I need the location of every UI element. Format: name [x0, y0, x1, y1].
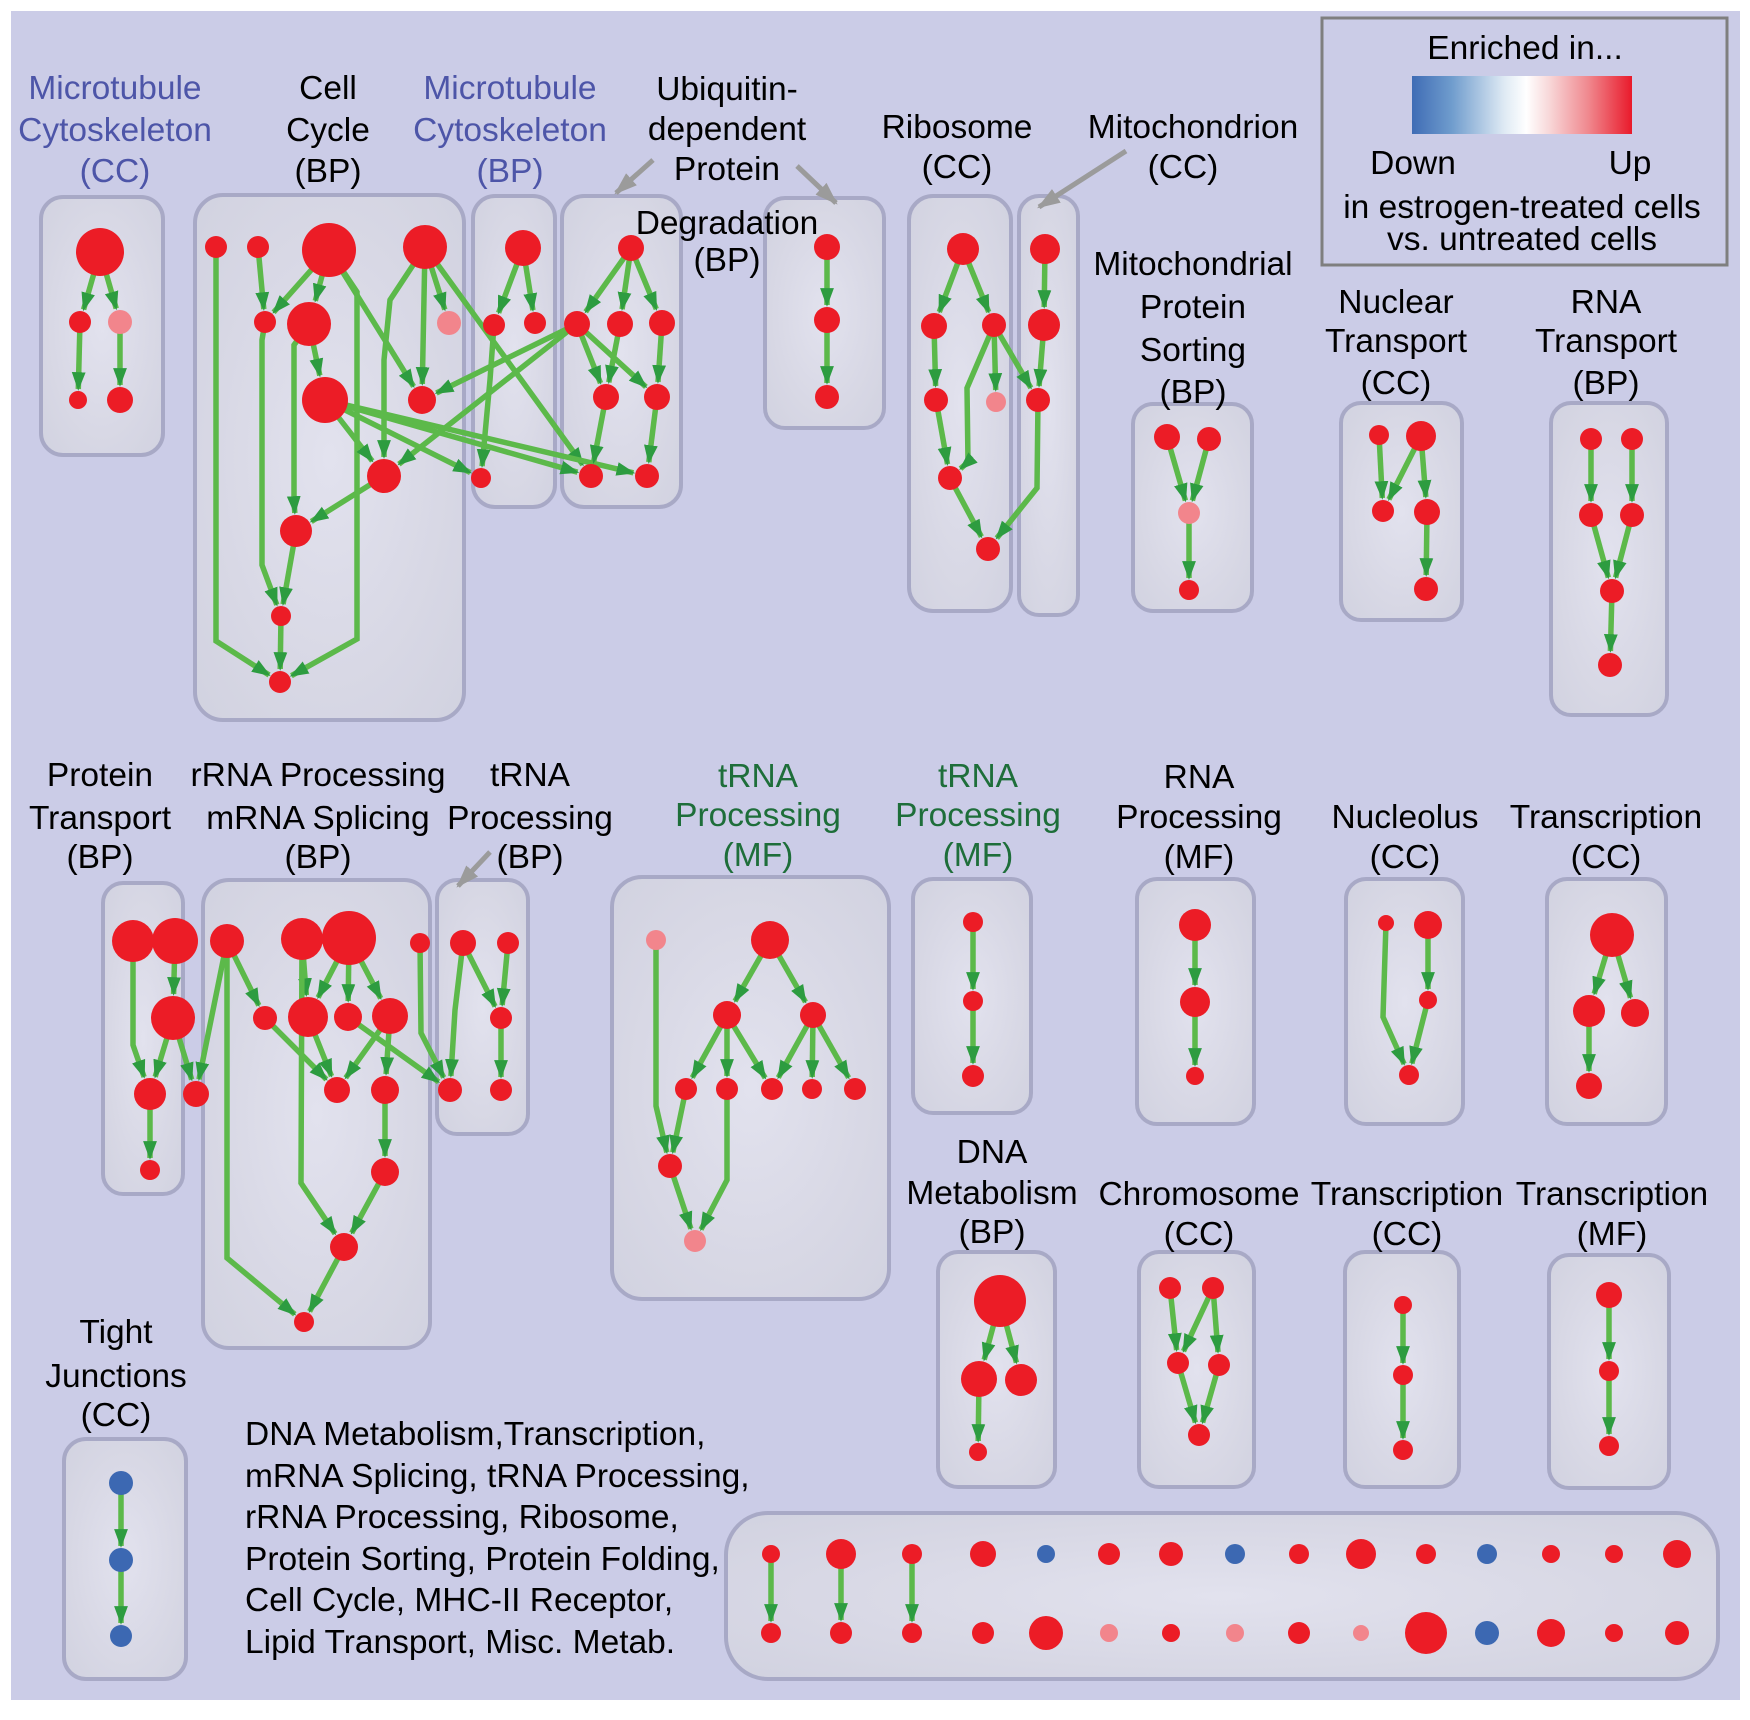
svg-text:(CC): (CC): [1372, 1216, 1443, 1253]
svg-text:Nuclear: Nuclear: [1338, 284, 1453, 321]
svg-text:Up: Up: [1609, 145, 1652, 182]
svg-text:Transcription: Transcription: [1510, 799, 1702, 836]
svg-text:Microtubule: Microtubule: [423, 70, 596, 107]
svg-text:Protein: Protein: [674, 151, 780, 188]
svg-text:Enriched in...: Enriched in...: [1427, 30, 1623, 67]
svg-text:Mitochondrial: Mitochondrial: [1093, 246, 1292, 283]
svg-text:(MF): (MF): [723, 837, 794, 874]
svg-text:RNA: RNA: [1571, 284, 1642, 321]
svg-text:mRNA Splicing: mRNA Splicing: [206, 800, 429, 837]
svg-text:(CC): (CC): [1370, 839, 1441, 876]
svg-text:tRNA: tRNA: [490, 757, 571, 794]
svg-text:Microtubule: Microtubule: [28, 70, 201, 107]
svg-text:in estrogen-treated cells: in estrogen-treated cells: [1343, 189, 1701, 226]
svg-text:Mitochondrion: Mitochondrion: [1088, 109, 1298, 146]
svg-text:Cell: Cell: [299, 70, 357, 107]
svg-text:Sorting: Sorting: [1140, 332, 1246, 369]
svg-text:Lipid Transport, Misc. Metab.: Lipid Transport, Misc. Metab.: [245, 1624, 675, 1661]
svg-text:Processing: Processing: [1116, 799, 1282, 836]
svg-text:DNA: DNA: [957, 1134, 1028, 1171]
svg-text:Cell Cycle, MHC-II Receptor,: Cell Cycle, MHC-II Receptor,: [245, 1582, 673, 1619]
svg-text:Protein Sorting, Protein Foldi: Protein Sorting, Protein Folding,: [245, 1541, 720, 1578]
svg-text:DNA Metabolism,Transcription,: DNA Metabolism,Transcription,: [245, 1416, 705, 1453]
svg-text:(BP): (BP): [1160, 374, 1227, 411]
svg-text:(CC): (CC): [922, 149, 993, 186]
svg-text:(MF): (MF): [1164, 839, 1235, 876]
svg-text:RNA: RNA: [1164, 759, 1235, 796]
svg-text:Transcription: Transcription: [1516, 1176, 1708, 1213]
svg-text:Cytoskeleton: Cytoskeleton: [413, 112, 607, 149]
svg-text:(CC): (CC): [1148, 149, 1219, 186]
svg-text:Metabolism: Metabolism: [906, 1175, 1077, 1212]
svg-text:(BP): (BP): [285, 839, 352, 876]
svg-text:Processing: Processing: [447, 800, 613, 837]
svg-text:Ubiquitin-: Ubiquitin-: [656, 71, 798, 108]
svg-text:mRNA Splicing, tRNA Processing: mRNA Splicing, tRNA Processing,: [245, 1458, 750, 1495]
svg-text:rRNA Processing: rRNA Processing: [190, 757, 445, 794]
svg-text:Chromosome: Chromosome: [1098, 1176, 1299, 1213]
svg-text:(BP): (BP): [1573, 365, 1640, 402]
svg-text:(CC): (CC): [1571, 839, 1642, 876]
svg-text:(BP): (BP): [959, 1214, 1026, 1251]
svg-text:Ribosome: Ribosome: [882, 109, 1033, 146]
svg-text:Transport: Transport: [29, 800, 172, 837]
svg-text:Processing: Processing: [895, 797, 1061, 834]
svg-text:Degradation: Degradation: [636, 205, 819, 242]
svg-text:Tight: Tight: [79, 1314, 153, 1351]
svg-text:Junctions: Junctions: [45, 1358, 187, 1395]
svg-text:(BP): (BP): [67, 839, 134, 876]
svg-text:(MF): (MF): [943, 837, 1014, 874]
svg-text:(BP): (BP): [295, 153, 362, 190]
svg-text:(BP): (BP): [694, 242, 761, 279]
svg-text:(CC): (CC): [80, 153, 151, 190]
svg-text:tRNA: tRNA: [938, 758, 1019, 795]
svg-text:Down: Down: [1370, 145, 1456, 182]
svg-text:Transcription: Transcription: [1311, 1176, 1503, 1213]
svg-text:dependent: dependent: [648, 111, 807, 148]
svg-text:Cycle: Cycle: [286, 112, 370, 149]
svg-text:vs. untreated cells: vs. untreated cells: [1387, 221, 1657, 258]
svg-text:(MF): (MF): [1577, 1216, 1648, 1253]
svg-text:Protein: Protein: [1140, 289, 1246, 326]
svg-text:Protein: Protein: [47, 757, 153, 794]
svg-text:(CC): (CC): [1361, 365, 1432, 402]
svg-text:(CC): (CC): [1164, 1216, 1235, 1253]
svg-text:Cytoskeleton: Cytoskeleton: [18, 112, 212, 149]
svg-text:Transport: Transport: [1325, 323, 1468, 360]
svg-text:(BP): (BP): [477, 153, 544, 190]
svg-text:Processing: Processing: [675, 797, 841, 834]
svg-text:tRNA: tRNA: [718, 758, 799, 795]
svg-text:Nucleolus: Nucleolus: [1331, 799, 1478, 836]
svg-text:Transport: Transport: [1535, 323, 1678, 360]
svg-text:(CC): (CC): [81, 1397, 152, 1434]
svg-text:(BP): (BP): [497, 839, 564, 876]
svg-text:rRNA Processing, Ribosome,: rRNA Processing, Ribosome,: [245, 1499, 679, 1536]
